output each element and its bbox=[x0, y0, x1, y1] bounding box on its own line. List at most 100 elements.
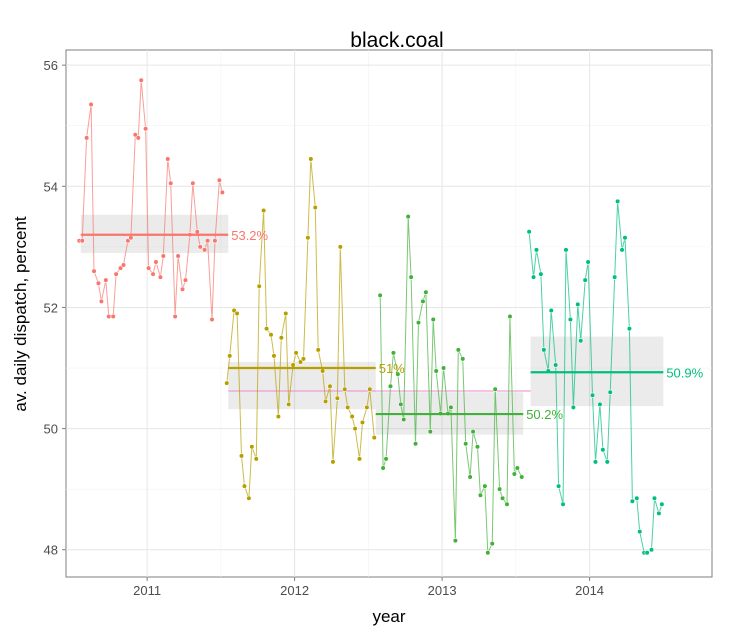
data-point bbox=[103, 277, 109, 283]
data-point bbox=[278, 335, 284, 341]
data-point bbox=[219, 189, 225, 195]
data-point bbox=[231, 307, 237, 314]
data-point bbox=[117, 265, 124, 271]
data-point bbox=[589, 392, 596, 398]
data-point bbox=[514, 465, 520, 471]
data-point bbox=[582, 277, 588, 283]
data-point bbox=[563, 247, 569, 253]
data-point bbox=[312, 204, 318, 211]
data-point bbox=[423, 289, 429, 295]
y-tick-label: 50 bbox=[44, 422, 58, 437]
data-point bbox=[330, 459, 336, 465]
data-point bbox=[367, 386, 373, 392]
data-point bbox=[364, 404, 370, 410]
data-point bbox=[143, 126, 149, 132]
period-mean-labels: 53.2% 51% 50.2% 50.9% bbox=[231, 228, 703, 422]
data-point bbox=[507, 313, 513, 320]
data-point bbox=[132, 132, 138, 138]
period-mean-label: 50.2% bbox=[526, 407, 563, 422]
data-point bbox=[604, 459, 610, 465]
data-point bbox=[125, 238, 131, 244]
data-point bbox=[659, 501, 665, 507]
data-point bbox=[271, 353, 277, 359]
plot-panel bbox=[65, 49, 713, 578]
data-point bbox=[322, 398, 329, 404]
data-point bbox=[412, 441, 419, 447]
data-point bbox=[530, 274, 537, 280]
plot-area: 53.2% 51% 50.2% 50.9% bbox=[65, 49, 713, 578]
data-point bbox=[327, 383, 333, 389]
data-point bbox=[634, 495, 640, 501]
data-point bbox=[190, 180, 196, 186]
data-point bbox=[212, 238, 218, 244]
data-point bbox=[489, 541, 495, 547]
data-point bbox=[387, 383, 394, 389]
data-point bbox=[541, 347, 547, 353]
x-axis: 2011 2012 2013 2014 bbox=[133, 577, 604, 598]
data-point bbox=[497, 486, 503, 492]
data-point bbox=[492, 386, 498, 392]
data-point bbox=[179, 286, 186, 292]
data-point bbox=[138, 77, 144, 83]
period-mean-label: 53.2% bbox=[231, 228, 268, 243]
data-point bbox=[172, 313, 178, 320]
data-point bbox=[600, 447, 606, 453]
data-point bbox=[607, 389, 613, 395]
data-point bbox=[182, 277, 189, 283]
data-point bbox=[98, 298, 104, 304]
data-point bbox=[253, 456, 259, 462]
data-point bbox=[300, 356, 307, 362]
data-point bbox=[452, 538, 458, 544]
data-point bbox=[622, 235, 628, 241]
confidence-band bbox=[228, 361, 376, 410]
data-point bbox=[256, 283, 262, 289]
data-point bbox=[293, 350, 299, 356]
data-point bbox=[227, 353, 233, 359]
data-point bbox=[408, 274, 414, 280]
data-point bbox=[485, 550, 491, 556]
data-point bbox=[261, 207, 267, 214]
data-point bbox=[197, 244, 203, 250]
data-point bbox=[548, 307, 554, 314]
data-point bbox=[390, 350, 397, 356]
y-tick-label: 54 bbox=[44, 179, 58, 194]
x-tick-label: 2011 bbox=[133, 583, 161, 598]
data-point bbox=[88, 101, 94, 108]
data-point bbox=[648, 547, 655, 553]
data-point bbox=[637, 528, 643, 535]
data-point bbox=[286, 401, 292, 407]
data-point bbox=[474, 444, 481, 450]
data-point bbox=[477, 492, 484, 498]
data-point bbox=[297, 359, 304, 365]
data-point bbox=[334, 395, 340, 401]
data-point bbox=[470, 429, 476, 435]
data-point bbox=[619, 247, 625, 253]
data-point bbox=[567, 316, 574, 323]
data-point bbox=[241, 483, 248, 489]
data-point bbox=[337, 244, 343, 250]
data-point bbox=[511, 471, 517, 477]
y-axis: 48 50 52 54 56 bbox=[44, 58, 66, 558]
data-point bbox=[110, 313, 116, 320]
data-point bbox=[120, 262, 127, 268]
data-point bbox=[234, 310, 240, 317]
data-point bbox=[575, 301, 581, 308]
series-line bbox=[79, 80, 223, 320]
data-point bbox=[209, 316, 215, 323]
data-point bbox=[420, 298, 426, 304]
y-tick-label: 56 bbox=[44, 58, 58, 73]
x-tick-label: 2012 bbox=[280, 583, 309, 598]
chart-title: black.coal bbox=[350, 29, 443, 52]
period-means bbox=[80, 233, 664, 416]
data-point bbox=[644, 550, 650, 556]
data-point bbox=[405, 213, 411, 220]
data-point bbox=[597, 401, 603, 407]
data-point bbox=[504, 501, 510, 507]
data-point bbox=[398, 401, 404, 407]
data-point bbox=[135, 135, 141, 141]
data-point bbox=[427, 429, 433, 435]
data-point bbox=[499, 495, 506, 501]
x-axis-title: year bbox=[372, 607, 405, 626]
data-point bbox=[415, 319, 422, 326]
y-axis-title: av. daily dispatch, percent bbox=[11, 216, 30, 412]
